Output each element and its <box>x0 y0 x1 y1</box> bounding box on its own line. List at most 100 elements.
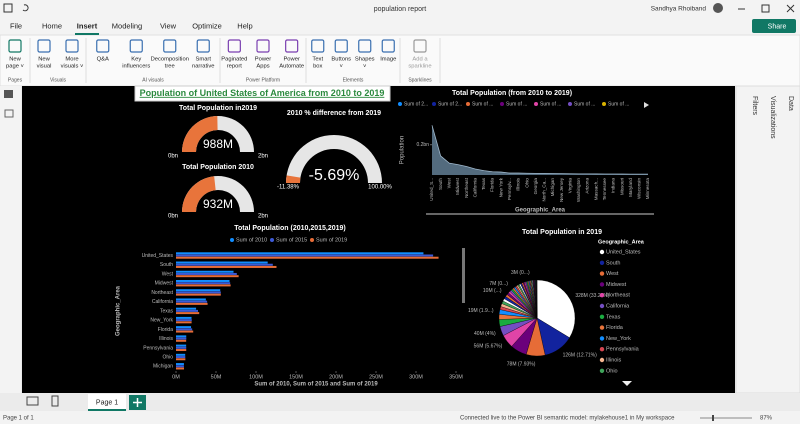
ribbon-icon[interactable] <box>37 39 51 53</box>
data-label: 328M (33.23%) <box>575 293 610 299</box>
pane-tab[interactable]: Filters <box>751 96 758 116</box>
more-arrow[interactable] <box>622 381 632 386</box>
menu-item[interactable]: File <box>10 21 22 30</box>
menu-item[interactable]: View <box>160 21 177 30</box>
ribbon-icon[interactable] <box>311 39 325 53</box>
ribbon-item-label[interactable]: sparkline <box>408 64 431 70</box>
ribbon-item-label[interactable]: Decomposition <box>151 57 189 63</box>
menu-item[interactable]: Optimize <box>192 21 222 30</box>
ribbon-item-label[interactable]: Apps <box>256 64 269 70</box>
legend-marker <box>432 102 436 106</box>
window-title: population report <box>374 6 427 13</box>
page-tab[interactable] <box>88 394 126 411</box>
legend-marker <box>599 303 605 309</box>
ribbon-item-label[interactable]: Q&A <box>97 57 109 63</box>
ribbon-icon[interactable] <box>381 39 395 53</box>
ribbon-icon[interactable] <box>129 39 143 53</box>
h-scrollbar[interactable] <box>426 213 654 215</box>
ribbon-item-label[interactable]: New <box>38 57 50 63</box>
x-tick-label: Tennessee <box>602 178 607 201</box>
ribbon-item-label[interactable]: visuals ˅ <box>61 64 84 70</box>
ribbon-item-label[interactable]: narrative <box>192 64 215 70</box>
x-tick-label: 150M <box>289 374 303 380</box>
ribbon-item-label[interactable]: influencers <box>122 64 150 70</box>
ribbon-item-label[interactable]: More <box>65 57 78 63</box>
ribbon-icon[interactable] <box>65 39 79 53</box>
ribbon-item-label[interactable]: Key <box>131 57 141 63</box>
ribbon-item-label[interactable]: page ˅ <box>6 64 25 70</box>
page-tab-label[interactable]: Page 1 <box>96 399 118 406</box>
x-tick-label: Michigan <box>550 178 555 197</box>
v-scrollbar[interactable] <box>462 248 465 303</box>
ribbon-item-label[interactable]: Power <box>255 57 272 63</box>
ribbon-icon[interactable] <box>334 39 348 53</box>
bar <box>176 282 231 285</box>
legend-marker <box>534 102 538 106</box>
share-label[interactable]: Share <box>768 23 787 30</box>
report-view-icon[interactable] <box>4 90 13 98</box>
ribbon-item-label[interactable]: ˅ <box>363 64 367 70</box>
maximize[interactable] <box>761 4 770 13</box>
bar <box>176 309 198 312</box>
ribbon-icon[interactable] <box>285 39 299 53</box>
x-tick-label: Ohio <box>524 178 529 188</box>
menu-item[interactable]: Modeling <box>112 21 142 30</box>
ribbon-item-label[interactable]: report <box>227 64 243 70</box>
y-tick-label: Florida <box>158 327 174 333</box>
ribbon-item-label[interactable]: Image <box>380 57 396 63</box>
y-tick-label: Michigan <box>153 364 173 370</box>
bar <box>176 272 237 275</box>
legend-label: Sum of ... <box>472 101 493 107</box>
ribbon-item-label[interactable]: Smart <box>196 57 212 63</box>
save-icon[interactable] <box>3 3 13 13</box>
data-view-icon[interactable] <box>4 109 14 118</box>
ribbon-icon[interactable] <box>8 39 22 53</box>
ribbon-item-label[interactable]: ˅ <box>340 64 344 70</box>
y-tick-label: California <box>152 299 173 305</box>
mobile-layout-icon[interactable] <box>51 395 59 407</box>
ribbon-icon[interactable] <box>196 39 210 53</box>
ribbon-item-label[interactable]: Shapes <box>355 57 375 63</box>
legend-marker <box>599 293 605 298</box>
ribbon-item-label[interactable]: box <box>313 64 322 70</box>
legend-label: Texas <box>606 314 621 320</box>
close[interactable] <box>786 4 795 13</box>
bar <box>176 254 434 257</box>
menu-item[interactable]: Insert <box>77 21 98 30</box>
ribbon-item-label[interactable]: Power <box>283 57 300 63</box>
status-bar <box>0 411 800 424</box>
ribbon-item-label[interactable]: Paginated <box>221 57 247 63</box>
undo-icon[interactable] <box>22 4 29 12</box>
bar <box>176 256 439 259</box>
ribbon-item-label[interactable]: tree <box>165 64 175 70</box>
x-axis-title: Sum of 2010, Sum of 2015 and Sum of 2019 <box>254 382 378 388</box>
ribbon-icon[interactable] <box>96 39 110 53</box>
avatar[interactable] <box>713 3 723 13</box>
ribbon-item-label[interactable]: Add a <box>412 57 428 63</box>
pane-tab[interactable]: Visualizations <box>769 96 776 139</box>
share-button[interactable] <box>752 19 796 33</box>
report-title: Population of United States of America f… <box>140 88 385 98</box>
scroll-right[interactable] <box>644 102 649 108</box>
ribbon-item-label[interactable]: visual <box>37 64 52 70</box>
gauge-title: 2010 % difference from 2019 <box>287 110 381 117</box>
menu-item[interactable]: Home <box>42 21 62 30</box>
ribbon-icon[interactable] <box>358 39 372 53</box>
legend-label: Sum of 2... <box>404 101 428 107</box>
pane-tab[interactable]: Data <box>787 96 794 111</box>
ribbon-icon[interactable] <box>413 39 427 53</box>
bar <box>176 265 277 268</box>
ribbon-icon[interactable] <box>256 39 270 53</box>
desktop-layout-icon[interactable] <box>26 396 39 406</box>
ribbon-group-label: Pages <box>8 77 23 83</box>
menu-item[interactable]: Help <box>237 21 252 30</box>
ribbon-item-label[interactable]: Text <box>312 57 323 63</box>
ribbon-icon[interactable] <box>227 39 241 53</box>
gauge-value-label: 932M <box>203 197 233 211</box>
gauge-max-label: 2bn <box>258 154 268 160</box>
ribbon-item-label[interactable]: Buttons <box>331 57 351 63</box>
zoom-thumb[interactable] <box>712 415 714 421</box>
ribbon-item-label[interactable]: New <box>9 57 21 63</box>
ribbon-icon[interactable] <box>163 39 177 53</box>
ribbon-item-label[interactable]: Automate <box>279 64 304 70</box>
